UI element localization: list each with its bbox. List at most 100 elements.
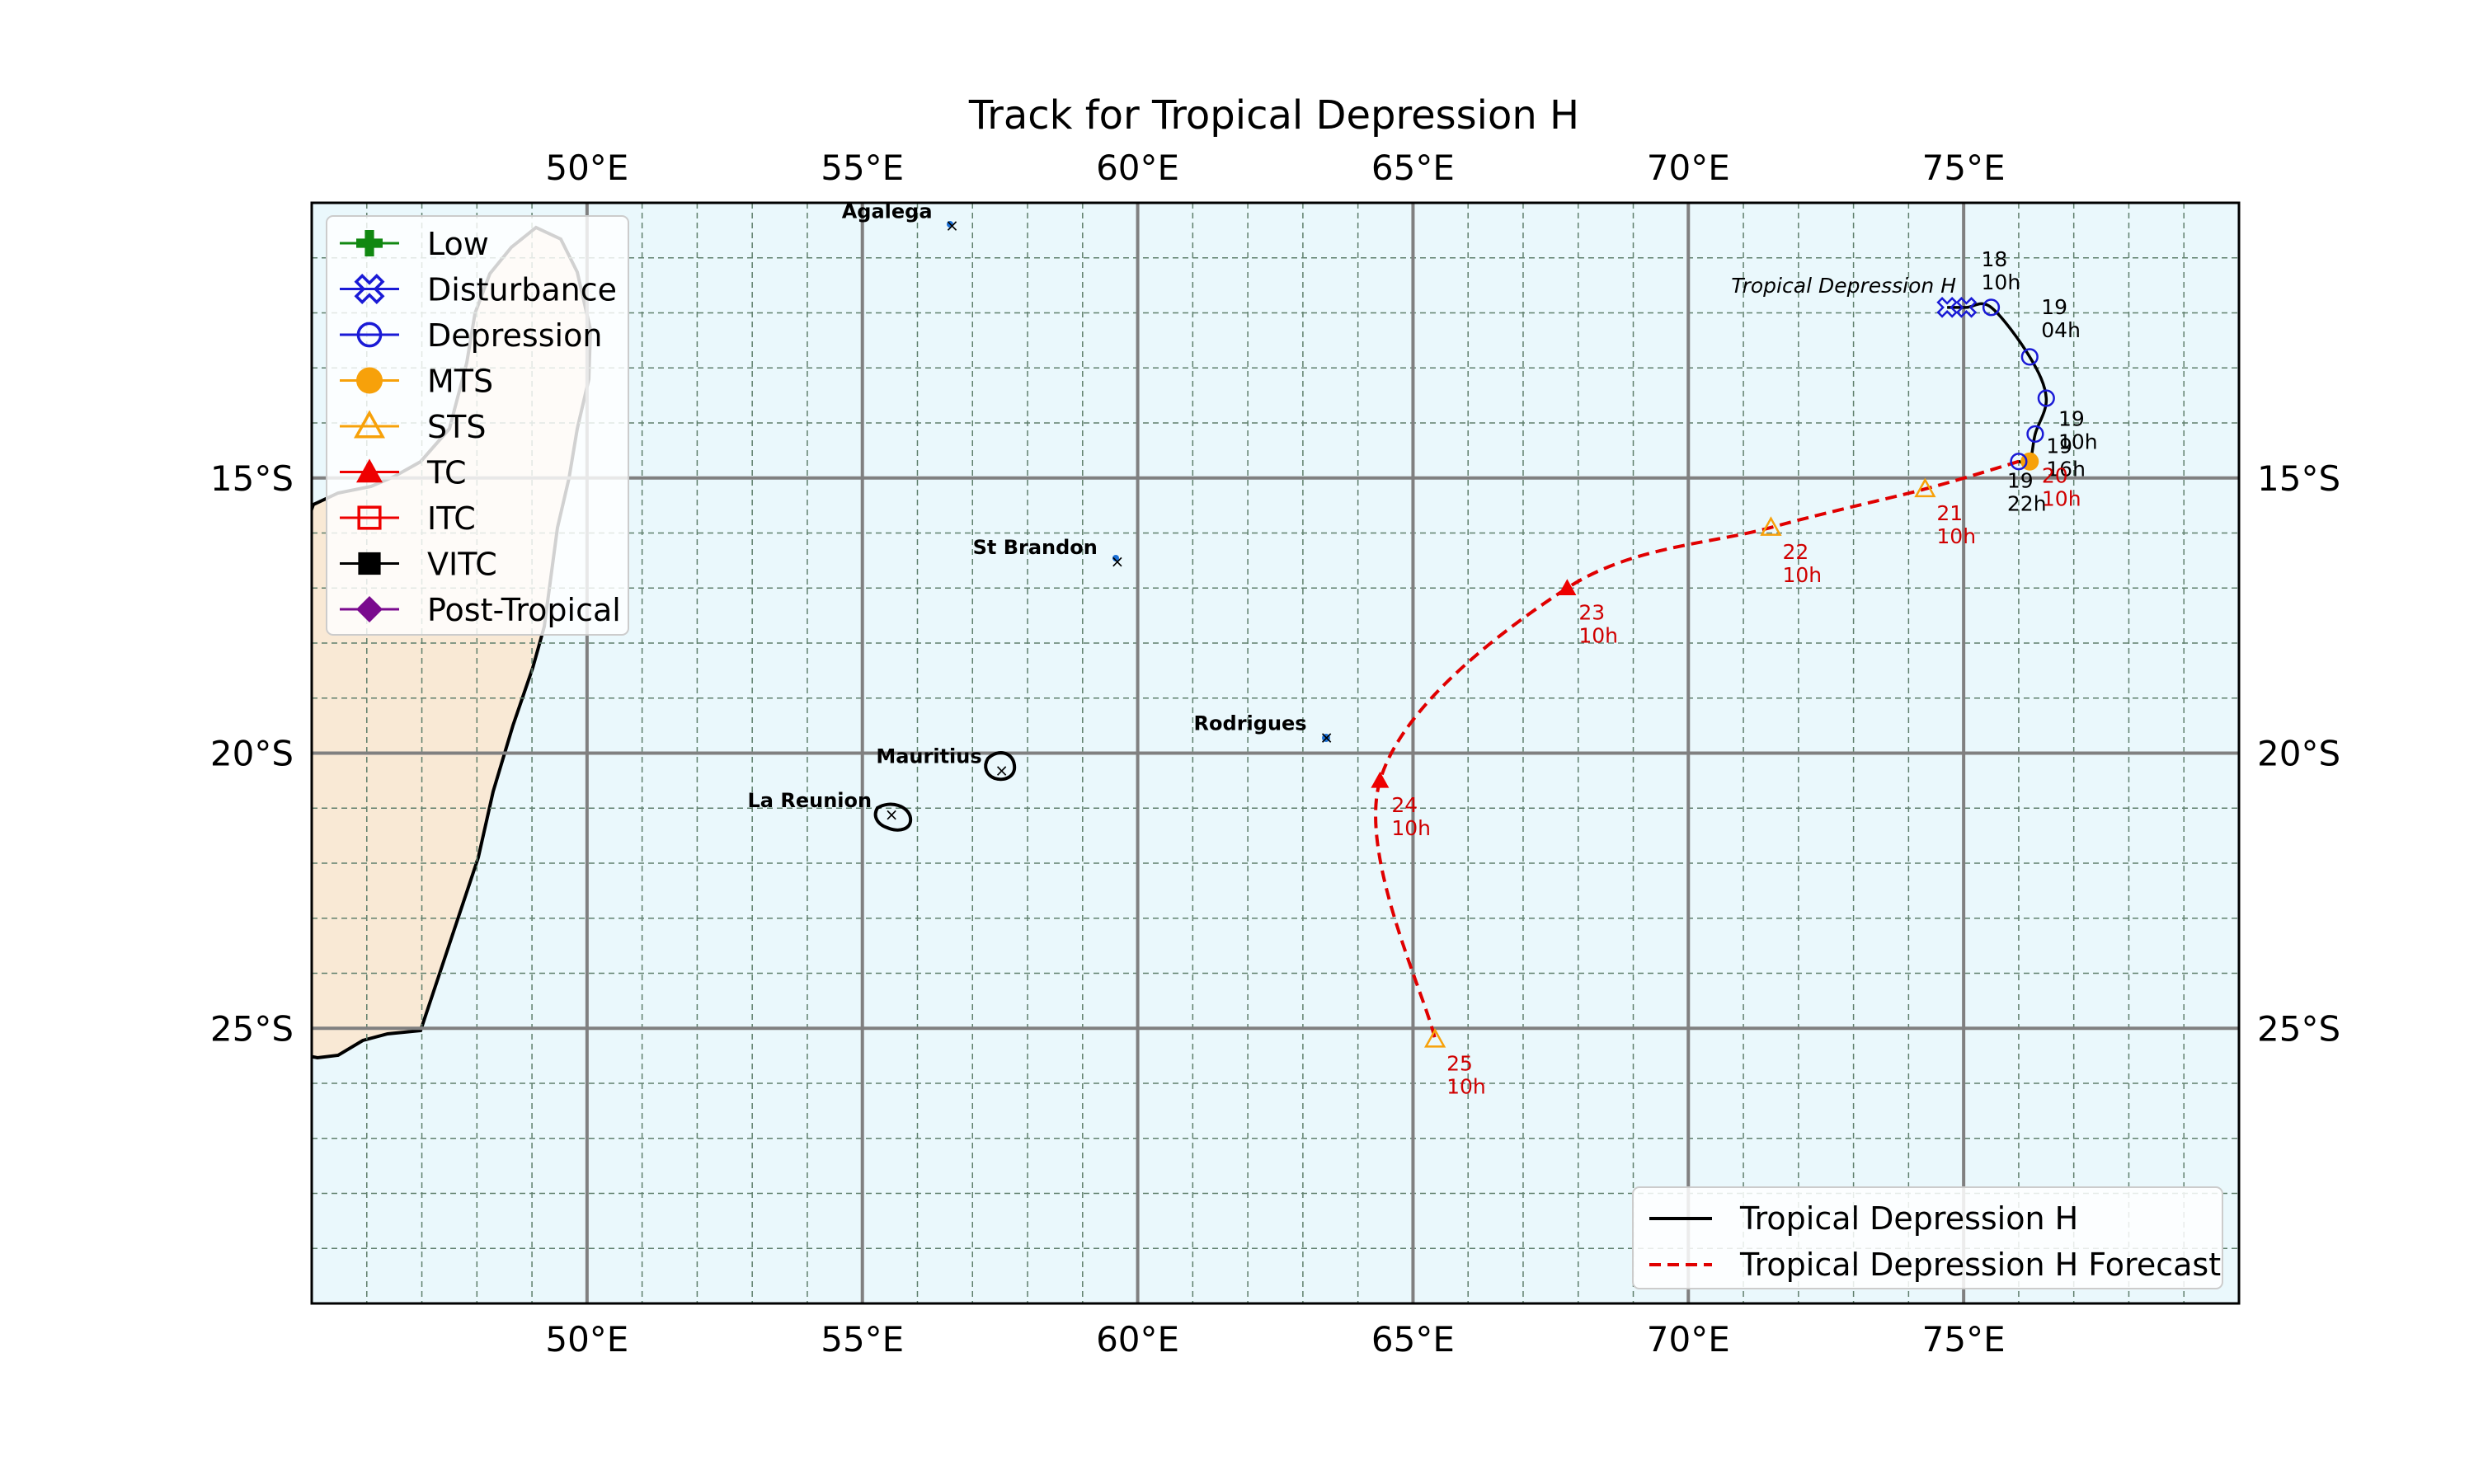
lon-tick-label-top: 55°E <box>821 148 904 188</box>
marker-shape <box>357 505 382 530</box>
track-time-label: 18 10h <box>1982 247 2021 294</box>
track-time-label-line: 10h <box>1391 816 1431 840</box>
place-label: Mauritius <box>876 745 981 768</box>
track-legend-box <box>1632 1186 2223 1289</box>
map-frame <box>310 201 2241 1305</box>
marker-shape <box>354 274 385 304</box>
track-time-label-line: 19 <box>2058 406 2085 430</box>
track-time-label-line: 25 <box>1446 1052 1473 1076</box>
lat-tick-label-left: 15°S <box>210 458 294 499</box>
marker-shape <box>2037 389 2055 407</box>
track-point-depression <box>1982 298 2001 317</box>
lat-tick-label-right: 20°S <box>2257 734 2340 774</box>
marker-shape <box>2026 425 2044 443</box>
marker-shape <box>356 458 383 483</box>
track-time-label-line: 18 <box>1982 247 2008 271</box>
marker-shape <box>1371 771 1390 788</box>
place-marker: × <box>945 216 959 236</box>
track-time-label-line: 21 <box>1936 501 1963 525</box>
legend-marker-low <box>356 230 383 256</box>
lat-tick-label-left: 25°S <box>210 1008 294 1049</box>
track-point-depression <box>2037 389 2055 407</box>
track-point-depression <box>2010 453 2028 471</box>
place-marker: × <box>1110 552 1124 571</box>
track-time-label-line: 10h <box>1982 270 2021 294</box>
track-point-depression <box>2026 425 2044 443</box>
rodrigues-island <box>1322 734 1330 742</box>
track-time-label-line: 19 <box>2041 295 2067 319</box>
legend-marker-sts <box>354 410 385 439</box>
marker-shape <box>1424 1028 1446 1048</box>
marker-shape <box>356 596 383 622</box>
track-time-label: 21 10h <box>1936 501 1976 548</box>
track-point-sts <box>1760 516 1782 536</box>
track-time-label-line: 23 <box>1578 600 1605 624</box>
track-point-disturbance <box>1955 297 1978 318</box>
marker-shape <box>1558 579 1577 596</box>
legend-label: TC <box>426 455 467 491</box>
legend-label: MTS <box>427 364 493 400</box>
track-time-label-line: 22h <box>2007 492 2047 516</box>
legend-marker-mts <box>356 367 383 394</box>
marker-shape <box>2010 453 2028 471</box>
category-legend: Low Disturbance Depression MTS STS TC ITC VITC P… <box>326 215 629 636</box>
track-time-label-line: 10h <box>1782 563 1822 587</box>
track-time-label-line: 22 <box>1782 540 1808 564</box>
track-time-label-line: 20 <box>2042 464 2068 488</box>
track-time-label: 19 04h <box>2041 295 2081 342</box>
place-label: St Brandon <box>973 536 1098 559</box>
category-legend-box <box>326 215 629 636</box>
track-time-label-line: 10h <box>1936 524 1976 548</box>
lon-tick-label-top: 65°E <box>1371 148 1455 188</box>
lat-tick-label-left: 20°S <box>210 734 294 774</box>
legend-label: Post-Tropical <box>427 592 621 628</box>
place-label: Agalega <box>842 200 933 223</box>
track-point-tc <box>1558 579 1577 596</box>
lat-tick-label-right: 25°S <box>2257 1008 2340 1049</box>
legend-track-label: Tropical Depression H Forecast <box>1739 1247 2221 1283</box>
track-time-label-line: 10h <box>1578 623 1618 647</box>
legend-label: Low <box>427 226 489 262</box>
storm-track-markers <box>1371 297 2055 1048</box>
legend-track-label: Tropical Depression H <box>1739 1200 2078 1237</box>
track-point-tc <box>1371 771 1390 788</box>
marker-shape <box>1914 477 1936 498</box>
legend-label: STS <box>427 409 486 445</box>
reunion-island <box>873 802 913 832</box>
legend-label: VITC <box>427 547 497 583</box>
agalega-island <box>947 221 953 228</box>
place-label: La Reunion <box>748 789 872 812</box>
lon-tick-label-top: 60°E <box>1096 148 1179 188</box>
lon-tick-label-bottom: 50°E <box>545 1319 628 1360</box>
track-time-label: 19 10h <box>2058 406 2098 453</box>
marker-shape <box>1955 297 1978 318</box>
lon-tick-label-bottom: 55°E <box>821 1319 904 1360</box>
track-time-label-line: 19 <box>2007 469 2034 493</box>
track-time-label-line: 10h <box>2058 430 2098 453</box>
legend-marker-depression <box>356 322 383 348</box>
legend-marker-vitc <box>358 552 381 575</box>
lon-tick-label-bottom: 60°E <box>1096 1319 1179 1360</box>
legend-marker-disturbance <box>354 274 385 304</box>
place-marker: × <box>1319 727 1333 747</box>
track-time-label: 19 16h <box>2046 434 2086 481</box>
legend-marker-post-tropical <box>356 596 383 622</box>
legend-label: Disturbance <box>427 272 617 308</box>
track-legend: Tropical Depression H Tropical Depression… <box>1632 1186 2223 1289</box>
track-time-label-line: 10h <box>2042 487 2081 511</box>
marker-shape <box>356 322 383 348</box>
legend-label: Depression <box>427 317 602 354</box>
track-point-sts <box>1424 1028 1446 1048</box>
lon-tick-label-top: 70°E <box>1647 148 1730 188</box>
forecast-track-line <box>1374 459 2020 1040</box>
place-marker: × <box>995 761 1009 781</box>
track-time-label: 20 10h <box>2042 464 2081 511</box>
island-outlines <box>873 221 1330 832</box>
marker-shape <box>1982 298 2001 317</box>
lon-tick-label-bottom: 75°E <box>1922 1319 2006 1360</box>
marker-shape <box>358 552 381 575</box>
lat-tick-label-right: 15°S <box>2257 458 2340 499</box>
marker-shape <box>354 410 385 439</box>
marker-shape <box>356 230 383 256</box>
